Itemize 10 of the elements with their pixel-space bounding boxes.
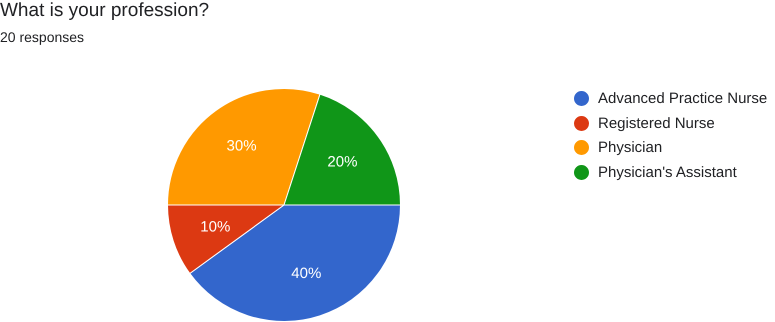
text: 20 responses bbox=[0, 29, 84, 45]
data-label: 10% bbox=[200, 218, 230, 236]
data-label: 40% bbox=[291, 264, 322, 282]
legend-label: Physician bbox=[598, 139, 662, 156]
data-label: 20% bbox=[327, 154, 358, 171]
data-label: 30% bbox=[226, 138, 257, 155]
chart-title: What is your profession? bbox=[0, 0, 210, 22]
legend-label: Registered Nurse bbox=[598, 114, 715, 132]
legend-label: Physician's Assistant bbox=[598, 164, 737, 181]
legend-label: Advanced Practice Nurse bbox=[598, 90, 768, 107]
